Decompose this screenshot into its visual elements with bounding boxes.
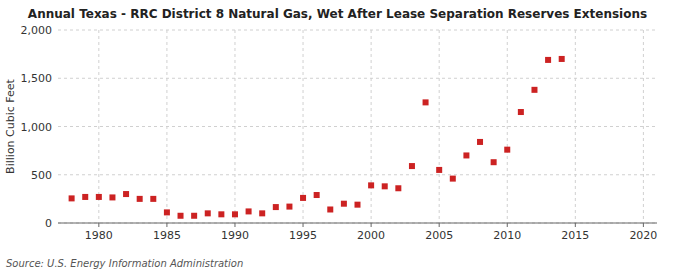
point bbox=[341, 201, 347, 207]
title: Annual Texas - RRC District 8 Natural Ga… bbox=[28, 7, 647, 21]
point bbox=[463, 152, 469, 158]
point bbox=[69, 195, 75, 201]
point bbox=[491, 159, 497, 165]
point bbox=[300, 195, 306, 201]
point bbox=[246, 208, 252, 214]
point bbox=[164, 209, 170, 215]
x-tick bbox=[98, 223, 99, 227]
x-tick bbox=[439, 223, 440, 227]
point bbox=[355, 202, 361, 208]
points bbox=[69, 56, 565, 219]
point bbox=[96, 194, 102, 200]
point bbox=[531, 87, 537, 93]
source-note: Source: U.S. Energy Information Administ… bbox=[6, 258, 243, 269]
point bbox=[327, 206, 333, 212]
point bbox=[259, 210, 265, 216]
x-tick-label: 2010 bbox=[493, 229, 521, 242]
point bbox=[477, 139, 483, 145]
grid bbox=[58, 30, 657, 223]
y-tick-label: 1,500 bbox=[21, 72, 53, 85]
point bbox=[178, 213, 184, 219]
point bbox=[395, 185, 401, 191]
x-tick bbox=[507, 223, 508, 227]
point bbox=[450, 176, 456, 182]
point bbox=[82, 194, 88, 200]
y-grid-line bbox=[58, 78, 657, 79]
x-tick-label: 2020 bbox=[629, 229, 657, 242]
x-tick-label: 1980 bbox=[85, 229, 113, 242]
y-tick-label: 1,000 bbox=[21, 121, 53, 134]
x-tick-label: 2000 bbox=[357, 229, 385, 242]
point bbox=[436, 167, 442, 173]
x-tick-label: 1990 bbox=[221, 229, 249, 242]
point bbox=[545, 57, 551, 63]
point bbox=[232, 211, 238, 217]
point bbox=[218, 211, 224, 217]
x-tick bbox=[234, 223, 235, 227]
x-tick-label: 1995 bbox=[289, 229, 317, 242]
x-grid-line bbox=[507, 30, 508, 223]
x-tick-label: 2005 bbox=[425, 229, 453, 242]
point bbox=[150, 196, 156, 202]
point bbox=[559, 56, 565, 62]
point bbox=[423, 99, 429, 105]
x-tick-label: 2015 bbox=[561, 229, 589, 242]
y-tick-label: 0 bbox=[45, 217, 52, 230]
point bbox=[191, 213, 197, 219]
point bbox=[314, 192, 320, 198]
x-tick bbox=[166, 223, 167, 227]
point bbox=[286, 204, 292, 210]
y-tick-label: 500 bbox=[31, 169, 52, 182]
point bbox=[137, 196, 143, 202]
point bbox=[518, 109, 524, 115]
y-grid-line bbox=[58, 223, 657, 224]
point bbox=[368, 182, 374, 188]
x-tick-label: 1985 bbox=[153, 229, 181, 242]
x-tick bbox=[303, 223, 304, 227]
y-axis-label: Billion Cubic Feet bbox=[4, 78, 17, 173]
y-grid-line bbox=[58, 30, 657, 31]
y-tick-label: 2,000 bbox=[21, 24, 53, 37]
x-grid-line bbox=[643, 30, 644, 223]
point bbox=[382, 183, 388, 189]
point bbox=[504, 147, 510, 153]
point bbox=[109, 194, 115, 200]
y-grid-line bbox=[58, 174, 657, 175]
x-tick bbox=[643, 223, 644, 227]
x-tick bbox=[371, 223, 372, 227]
chart: Annual Texas - RRC District 8 Natural Ga… bbox=[0, 0, 675, 275]
x-grid-line bbox=[303, 30, 304, 223]
x-axis-line bbox=[58, 223, 657, 224]
point bbox=[205, 210, 211, 216]
x-tick bbox=[575, 223, 576, 227]
point bbox=[123, 191, 129, 197]
point bbox=[409, 163, 415, 169]
point bbox=[273, 204, 279, 210]
y-grid-line bbox=[58, 126, 657, 127]
